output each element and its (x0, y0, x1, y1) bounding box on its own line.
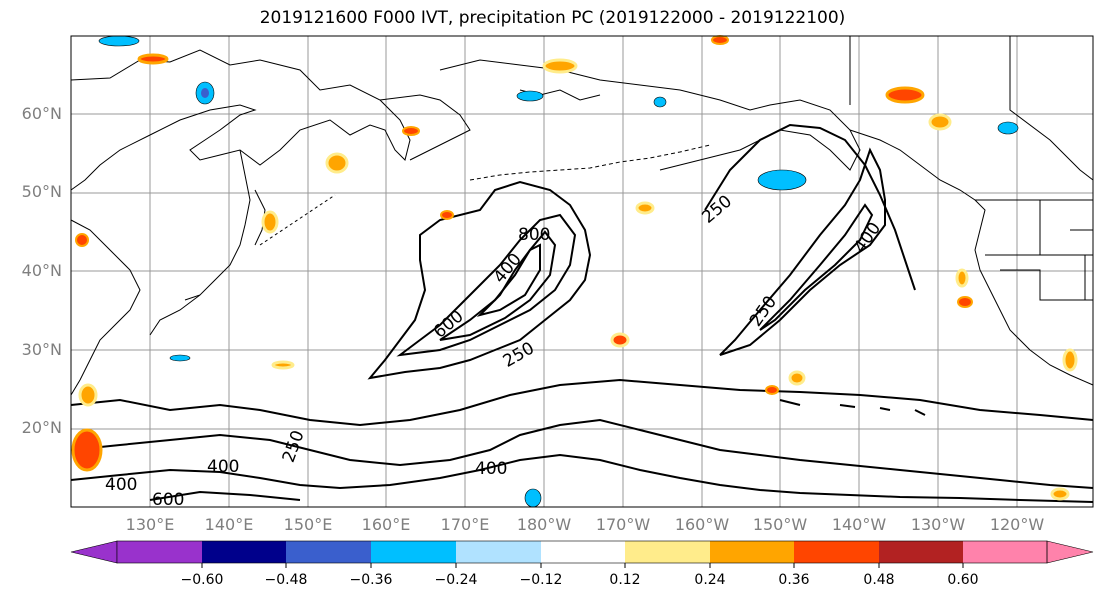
lon-label: 120°W (989, 515, 1045, 534)
lon-label: 160°W (674, 515, 730, 534)
lon-label: 180°W (516, 515, 572, 534)
colorbar-segment (625, 541, 710, 563)
lat-label-50n: 50°N (21, 182, 62, 201)
colorbar-segment (710, 541, 794, 563)
colorbar-extend-right (1046, 540, 1094, 564)
ivt-contours (70, 123, 1094, 503)
contour-label: 600 (152, 490, 184, 510)
colorbar-tick-label: −0.48 (264, 572, 308, 588)
gridlines (71, 36, 1093, 507)
precip-blobs (71, 35, 1078, 508)
colorbar-segment (456, 541, 541, 563)
colorbar-tick-label: −0.12 (519, 572, 563, 588)
colorbar-tick-label: 0.36 (778, 572, 810, 588)
colorbar-segment (286, 541, 371, 563)
colorbar-tick-label: 0.60 (947, 572, 979, 588)
lat-label-40n: 40°N (21, 261, 62, 280)
lat-label-60n: 60°N (21, 104, 62, 123)
colorbar-tick-label: 0.24 (694, 572, 726, 588)
lon-label: 140°W (831, 515, 887, 534)
lat-label-20n: 20°N (21, 418, 62, 437)
colorbar-extend-left (70, 540, 118, 564)
colorbar-tick-label: 0.12 (609, 572, 641, 588)
contour-label: 400 (475, 459, 507, 479)
colorbar-tick-label: −0.60 (180, 572, 224, 588)
lon-label: 130°W (910, 515, 966, 534)
lon-label: 140°E (204, 515, 254, 534)
map-title: 2019121600 F000 IVT, precipitation PC (2… (259, 8, 846, 28)
lon-label: 160°E (361, 515, 411, 534)
colorbar-segment (117, 541, 202, 563)
colorbar-segment (963, 541, 1047, 563)
colorbar-segment (541, 541, 625, 563)
contour-label: 400 (105, 475, 137, 495)
lon-label: 130°E (125, 515, 175, 534)
lon-label: 150°E (283, 515, 333, 534)
contour-label: 400 (207, 457, 239, 477)
colorbar-segment (794, 541, 879, 563)
lon-label: 170°E (440, 515, 490, 534)
lat-label-30n: 30°N (21, 340, 62, 359)
colorbar (70, 540, 1094, 568)
lon-label: 150°W (752, 515, 808, 534)
colorbar-tick-label: −0.36 (349, 572, 393, 588)
lon-label: 170°W (595, 515, 651, 534)
colorbar-segment (202, 541, 286, 563)
contour-label: 800 (518, 225, 550, 245)
colorbar-tick-label: −0.24 (434, 572, 478, 588)
colorbar-segment (879, 541, 963, 563)
colorbar-tick-label: 0.48 (863, 572, 895, 588)
coastlines (70, 36, 1094, 416)
colorbar-segment (371, 541, 456, 563)
